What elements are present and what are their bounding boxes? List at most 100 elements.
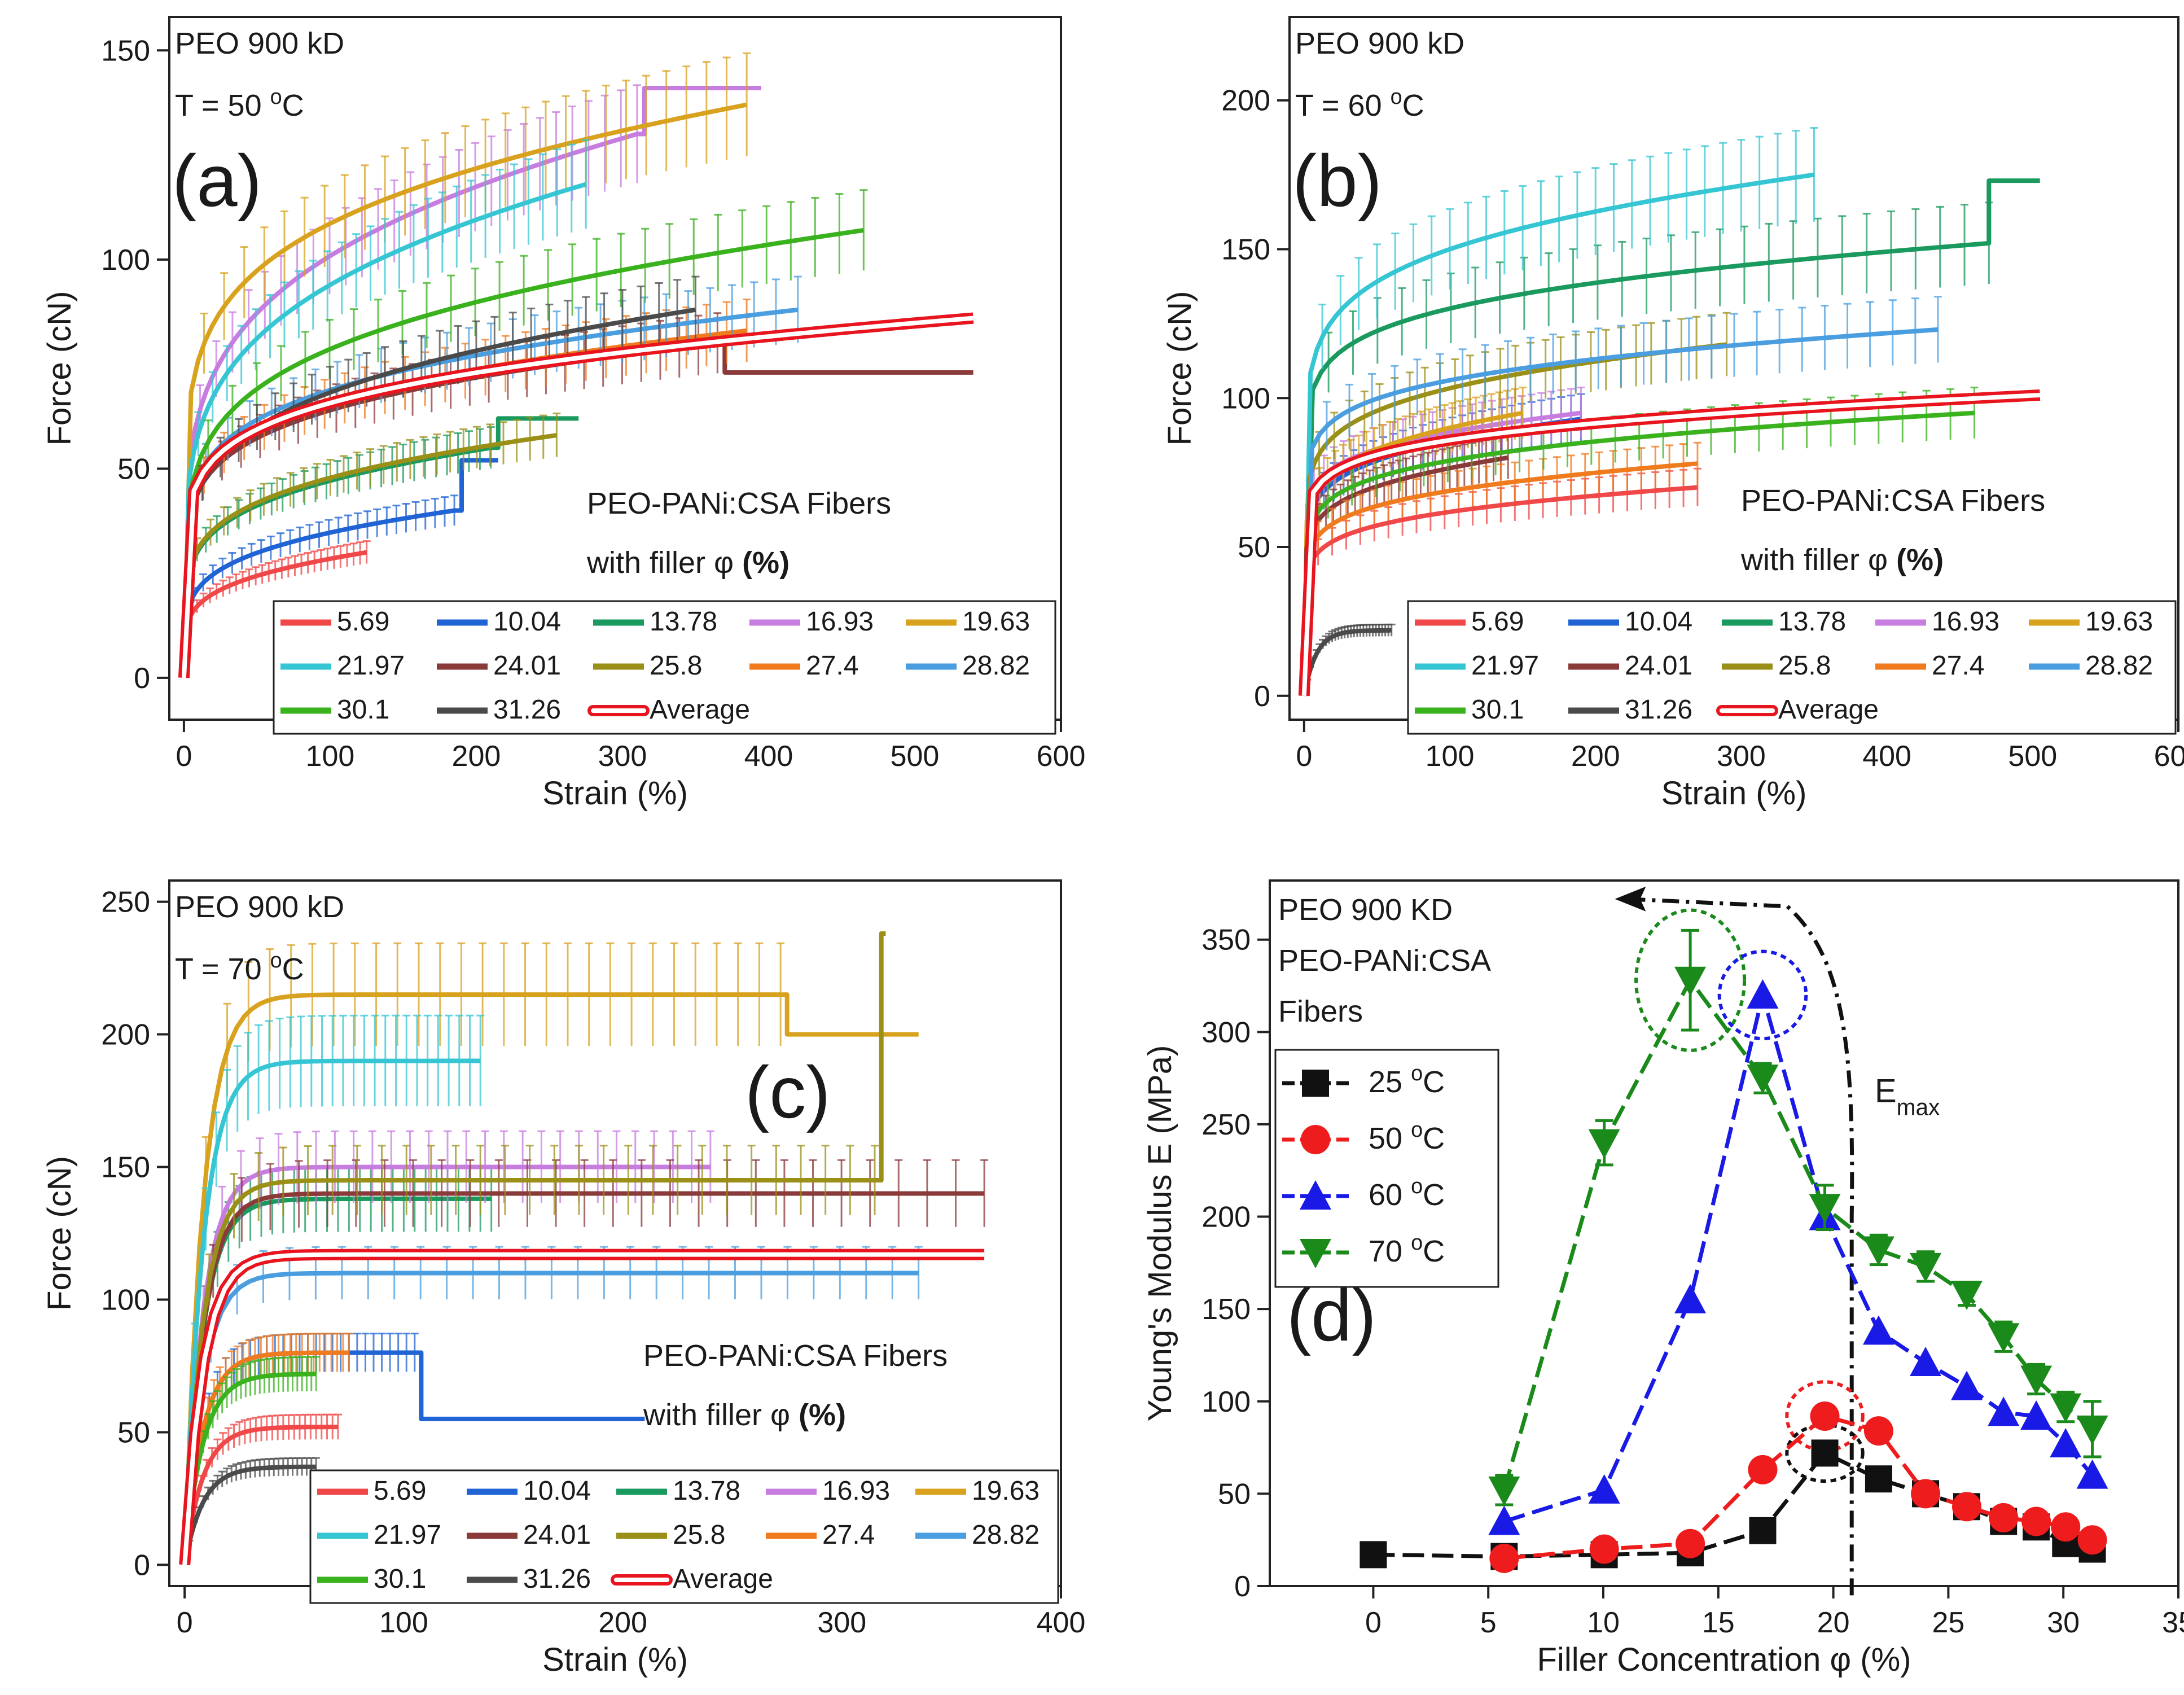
marker-triangle-up bbox=[2050, 1428, 2082, 1458]
marker-triangle-down bbox=[1951, 1280, 1983, 1310]
marker-triangle-down bbox=[1488, 1476, 1520, 1506]
marker-triangle-up bbox=[1988, 1396, 2020, 1426]
plot-frame bbox=[1269, 879, 2179, 1587]
x-tick-label: 0 bbox=[1296, 740, 1312, 773]
x-tick-label: 25 bbox=[1932, 1606, 1964, 1639]
legend-label: 31.26 bbox=[1625, 695, 1692, 725]
marker-triangle-down bbox=[2020, 1365, 2053, 1395]
legend-label: 19.63 bbox=[972, 1476, 1040, 1506]
y-tick-label: 300 bbox=[1201, 1016, 1251, 1049]
series-21.97 bbox=[181, 139, 590, 678]
series-19.63 bbox=[181, 52, 751, 678]
series-line bbox=[1301, 628, 1393, 697]
x-tick-label: 600 bbox=[2154, 740, 2184, 773]
series-line bbox=[182, 931, 886, 1565]
panel-letter: (b) bbox=[1292, 139, 1382, 222]
series-19.63 bbox=[182, 942, 919, 1565]
series-Average bbox=[1298, 389, 2041, 697]
marker-triangle-down bbox=[1988, 1323, 2020, 1353]
marker-circle bbox=[1676, 1528, 1705, 1558]
series-31.26 bbox=[1301, 623, 1396, 697]
series-line bbox=[1301, 172, 1815, 696]
legend-label: 16.93 bbox=[1932, 607, 1999, 637]
series-line bbox=[181, 458, 498, 678]
series-line bbox=[1301, 327, 1939, 696]
panel-d: 05101520253035050100150200250300350Fille… bbox=[1142, 879, 2184, 1678]
annotation-line-1: PEO-PANi:CSA Fibers bbox=[1741, 484, 2045, 518]
series-line-inner bbox=[181, 316, 973, 678]
x-tick-label: 30 bbox=[2047, 1606, 2080, 1639]
legend-label: 25.8 bbox=[673, 1520, 725, 1550]
panel-b: 0 100 200 300 400 500 600 0 50 100 150 200 Strain (%… bbox=[1161, 16, 2184, 812]
annotation-line-2: with filler φ (%) bbox=[643, 1398, 846, 1432]
y-tick-label: 100 bbox=[101, 1284, 150, 1316]
y-tick-label: 250 bbox=[1201, 1109, 1251, 1141]
plot-area bbox=[1298, 127, 2041, 697]
panel-title-line: PEO 900 kD bbox=[1295, 27, 1464, 60]
marker-circle bbox=[1301, 1125, 1330, 1154]
legend-label: 25.8 bbox=[650, 651, 702, 681]
y-tick-label: 50 bbox=[1218, 1478, 1251, 1510]
legend-label: 28.82 bbox=[972, 1520, 1040, 1550]
marker-circle bbox=[1989, 1503, 2019, 1532]
series-line bbox=[182, 1058, 481, 1565]
x-tick-label: 300 bbox=[598, 740, 647, 773]
y-axis-title: Young's Modulus E (MPa) bbox=[1142, 1045, 1178, 1422]
marker-triangle-up bbox=[1300, 1180, 1331, 1210]
x-tick-label: 20 bbox=[1817, 1606, 1850, 1639]
legend-label: 28.82 bbox=[2085, 651, 2153, 681]
legend-label: 60 oC bbox=[1369, 1175, 1445, 1212]
x-tick-label: 0 bbox=[177, 1606, 193, 1639]
plot-area bbox=[178, 52, 974, 678]
legend-label: 25 oC bbox=[1369, 1062, 1445, 1099]
x-tick-label: 100 bbox=[306, 740, 355, 773]
x-axis-title: Filler Concentration φ (%) bbox=[1537, 1641, 1911, 1678]
y-tick-label: 200 bbox=[1221, 85, 1270, 117]
marker-circle bbox=[2021, 1506, 2051, 1536]
annotation-line-1: PEO-PANi:CSA Fibers bbox=[587, 487, 891, 520]
series-25.8 bbox=[182, 931, 886, 1565]
panel-c: 0 100 200 300 400 0 50 100 150 200 250 Strain (%) Fo… bbox=[41, 879, 1085, 1678]
series-28.82 bbox=[1301, 296, 1942, 696]
marker-triangle-up bbox=[1862, 1315, 1894, 1345]
y-tick-label: 150 bbox=[1201, 1293, 1251, 1326]
series-line bbox=[1503, 987, 2094, 1523]
panel-title-line: PEO 900 kD bbox=[175, 27, 344, 60]
emax-arrowhead bbox=[1615, 886, 1646, 912]
legend-label: 21.97 bbox=[1471, 651, 1539, 681]
legend-label: 24.01 bbox=[1625, 651, 1692, 681]
y-tick-label: 350 bbox=[1201, 924, 1251, 957]
series-line bbox=[182, 1196, 492, 1565]
marker-circle bbox=[1863, 1416, 1893, 1446]
y-tick-label: 150 bbox=[101, 34, 150, 67]
emax-arrow bbox=[1626, 897, 1854, 1596]
y-tick-label: 0 bbox=[134, 662, 150, 695]
legend-label: 30.1 bbox=[374, 1564, 426, 1594]
panel-letter: (a) bbox=[172, 139, 262, 222]
legend-label: 30.1 bbox=[1471, 695, 1524, 725]
highlight-ellipse bbox=[1785, 1380, 1865, 1452]
x-tick-label: 500 bbox=[2008, 740, 2057, 773]
y-tick-label: 150 bbox=[1221, 233, 1270, 266]
x-tick-label: 400 bbox=[1862, 740, 1911, 773]
x-tick-label: 200 bbox=[452, 740, 501, 773]
legend-label: 28.82 bbox=[962, 651, 1030, 681]
legend-label: 16.93 bbox=[806, 607, 874, 637]
legend-label: 50 oC bbox=[1369, 1118, 1445, 1155]
y-axis-title: Force (cN) bbox=[1161, 291, 1198, 446]
series-70-oC bbox=[1488, 928, 2108, 1506]
marker-triangle-down bbox=[1674, 966, 1707, 996]
series-line bbox=[1373, 1451, 2093, 1559]
x-tick-label: 200 bbox=[1571, 740, 1620, 773]
series-line bbox=[182, 1464, 317, 1566]
panel-title-line: PEO-PANi:CSA bbox=[1278, 944, 1491, 978]
y-tick-label: 0 bbox=[1254, 680, 1270, 713]
series-line bbox=[182, 1372, 317, 1565]
legend-label: 5.69 bbox=[1471, 607, 1524, 637]
x-tick-label: 10 bbox=[1587, 1606, 1620, 1639]
marker-triangle-down bbox=[1809, 1194, 1841, 1224]
marker-triangle-up bbox=[1747, 979, 1779, 1009]
highlight-ellipse bbox=[1634, 908, 1747, 1052]
panel-letter: (c) bbox=[745, 1051, 831, 1133]
x-tick-label: 500 bbox=[891, 740, 940, 773]
